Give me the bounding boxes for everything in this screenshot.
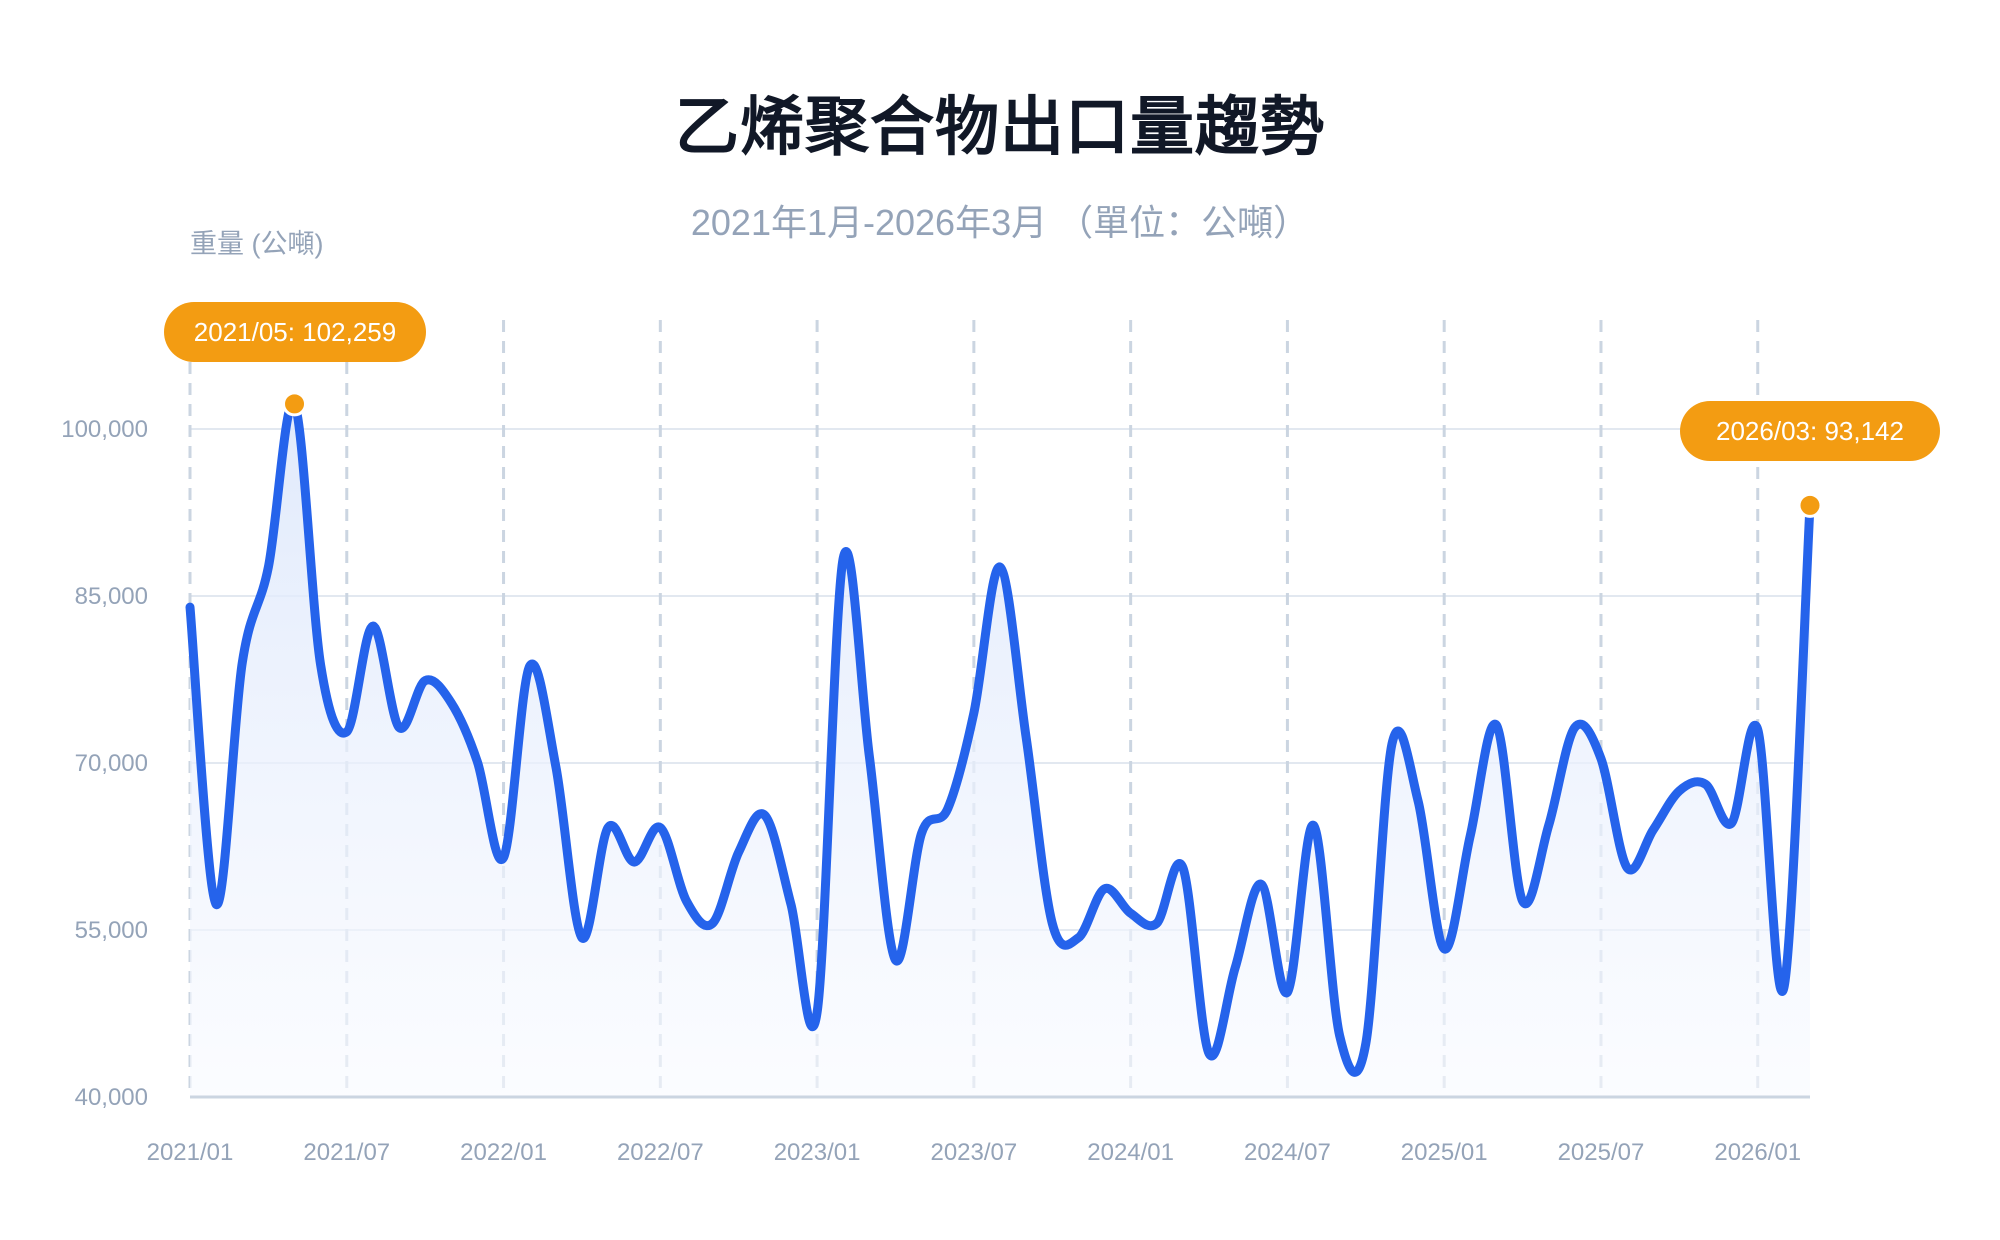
chart-subtitle: 2021年1月-2026年3月 （單位：公噸） [690,202,1310,243]
x-tick-label: 2024/07 [1244,1139,1331,1166]
y-tick-label: 40,000 [75,1084,148,1111]
x-tick-label: 2023/07 [930,1139,1017,1166]
y-axis-label: 重量 (公噸) [190,229,324,259]
x-tick-label: 2021/07 [303,1139,390,1166]
value-badge [164,302,426,362]
value-badge [1680,401,1940,461]
chart-title: 乙烯聚合物出口量趨勢 [675,91,1325,163]
x-tick-label: 2025/01 [1401,1139,1488,1166]
x-tick-label: 2025/07 [1558,1139,1645,1166]
y-tick-label: 55,000 [75,917,148,944]
y-tick-label: 85,000 [75,583,148,610]
annotation-badges: 2021/05: 102,259 2026/03: 93,142 [164,302,1940,518]
x-tick-label: 2026/01 [1714,1139,1801,1166]
highlight-dot [1797,492,1823,518]
x-tick-label: 2024/01 [1087,1139,1174,1166]
area-fill [190,402,1810,1097]
x-tick-label: 2023/01 [774,1139,861,1166]
value-badge-label: 2021/05: 102,259 [194,317,396,347]
data-line [185,398,1815,1077]
x-axis-ticks: 2021/01 2021/07 2022/01 2022/07 2023/01 2023/… [147,1139,1802,1166]
highlight-dot [282,391,308,417]
x-tick-label: 2022/07 [617,1139,704,1166]
value-badge-label: 2026/03: 93,142 [1716,416,1904,446]
x-tick-label: 2022/01 [460,1139,547,1166]
x-tick-label: 2021/01 [147,1139,234,1166]
y-tick-label: 70,000 [75,750,148,777]
y-axis-ticks: 40,000 55,000 70,000 85,000 100,000 [61,416,148,1111]
y-tick-label: 100,000 [61,416,148,443]
